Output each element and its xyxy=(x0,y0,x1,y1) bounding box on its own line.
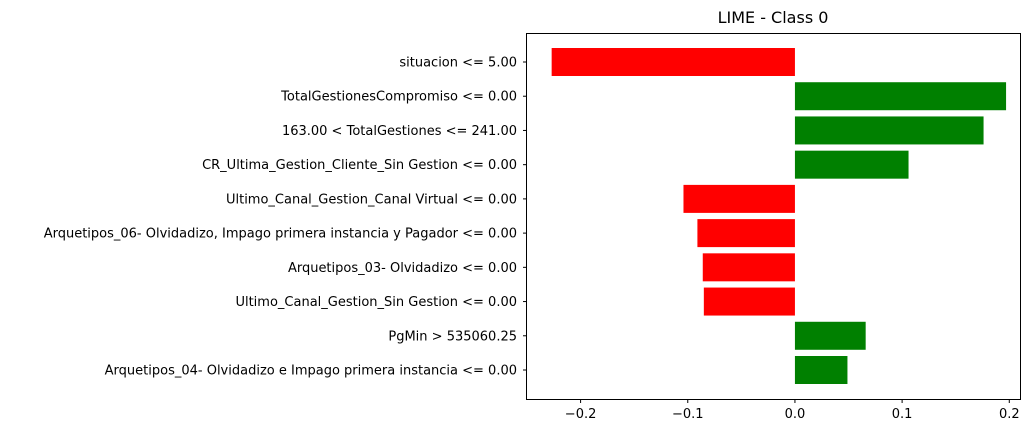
bar-1 xyxy=(794,82,1007,111)
y-tick-label-9: Arquetipos_04- Olvidadizo e Impago prime… xyxy=(105,364,517,379)
y-tick-label-5: Arquetipos_06- Olvidadizo, Impago primer… xyxy=(44,227,517,242)
bar-7 xyxy=(703,287,795,316)
y-tick-label-6: Arquetipos_03- Olvidadizo <= 0.00 xyxy=(288,261,517,276)
bar-8 xyxy=(794,321,866,350)
bar-6 xyxy=(702,253,795,282)
y-tick-label-3: CR_Ultima_Gestion_Cliente_Sin Gestion <=… xyxy=(202,158,517,173)
y-tick-label-1: TotalGestionesCompromiso <= 0.00 xyxy=(280,90,517,105)
bar-9 xyxy=(794,356,848,384)
y-tick-label-0: situacion <= 5.00 xyxy=(399,56,517,71)
y-tick-label-8: PgMin > 535060.25 xyxy=(388,329,517,344)
y-tick-label-7: Ultimo_Canal_Gestion_Sin Gestion <= 0.00 xyxy=(235,295,517,310)
bar-3 xyxy=(794,150,909,179)
x-tick-label-0: −0.2 xyxy=(565,407,597,422)
x-tick-label-4: 0.2 xyxy=(999,407,1020,422)
bar-2 xyxy=(794,116,984,145)
x-tick-label-3: 0.1 xyxy=(892,407,913,422)
y-tick-label-4: Ultimo_Canal_Gestion_Canal Virtual <= 0.… xyxy=(226,192,517,207)
x-tick-label-1: −0.1 xyxy=(672,407,704,422)
x-axis-ticks: −0.2 −0.1 0.0 0.1 0.2 xyxy=(565,399,1020,422)
bar-0 xyxy=(551,48,795,76)
y-tick-label-2: 163.00 < TotalGestiones <= 241.00 xyxy=(282,124,517,139)
bar-4 xyxy=(683,184,795,213)
y-tick-labels: situacion <= 5.00 TotalGestionesCompromis… xyxy=(44,56,527,379)
bar-5 xyxy=(697,219,795,248)
x-tick-label-2: 0.0 xyxy=(785,407,806,422)
plot-frame xyxy=(526,33,1021,400)
bars-layer xyxy=(551,48,1007,384)
chart-title: LIME - Class 0 xyxy=(718,8,829,27)
